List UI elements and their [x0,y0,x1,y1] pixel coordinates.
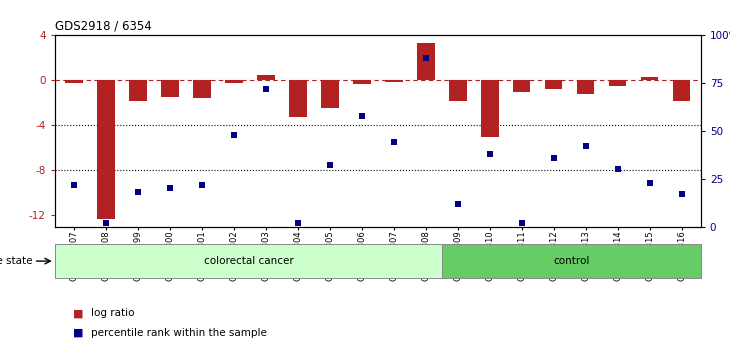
Point [324,162,336,168]
Bar [289,80,307,118]
Bar [65,80,82,82]
Text: ■: ■ [73,328,83,338]
Bar [513,80,531,92]
Text: percentile rank within the sample: percentile rank within the sample [91,328,267,338]
Bar [97,80,115,219]
Bar [545,80,563,89]
Text: disease state: disease state [0,256,32,266]
Point [100,220,112,225]
Bar [481,80,499,137]
Bar [641,77,658,80]
Point [676,191,688,197]
Bar [609,80,626,86]
Point [164,185,176,191]
Point [548,155,559,161]
Bar [257,75,274,80]
Point [356,113,368,119]
Bar [442,244,701,278]
Point [228,132,239,138]
Point [452,201,464,206]
Bar [577,80,594,94]
Bar [321,80,339,108]
Point [484,151,496,157]
Text: GDS2918 / 6354: GDS2918 / 6354 [55,19,152,33]
Bar [449,80,466,101]
Point [260,86,272,92]
Bar [193,80,211,98]
Text: ■: ■ [73,308,83,318]
Point [388,139,399,145]
Bar [353,80,371,84]
Text: log ratio: log ratio [91,308,135,318]
Bar [225,80,242,82]
Bar [161,80,179,97]
Point [516,220,528,225]
Bar [417,43,434,80]
Bar [55,244,442,278]
Point [132,189,144,195]
Bar [129,80,147,101]
Point [196,182,208,187]
Text: colorectal cancer: colorectal cancer [204,256,293,266]
Point [420,56,431,61]
Bar [673,80,691,101]
Point [68,182,80,187]
Point [644,180,656,185]
Text: control: control [553,256,590,266]
Point [580,143,591,149]
Point [612,166,623,172]
Point [292,220,304,225]
Bar [385,80,402,82]
